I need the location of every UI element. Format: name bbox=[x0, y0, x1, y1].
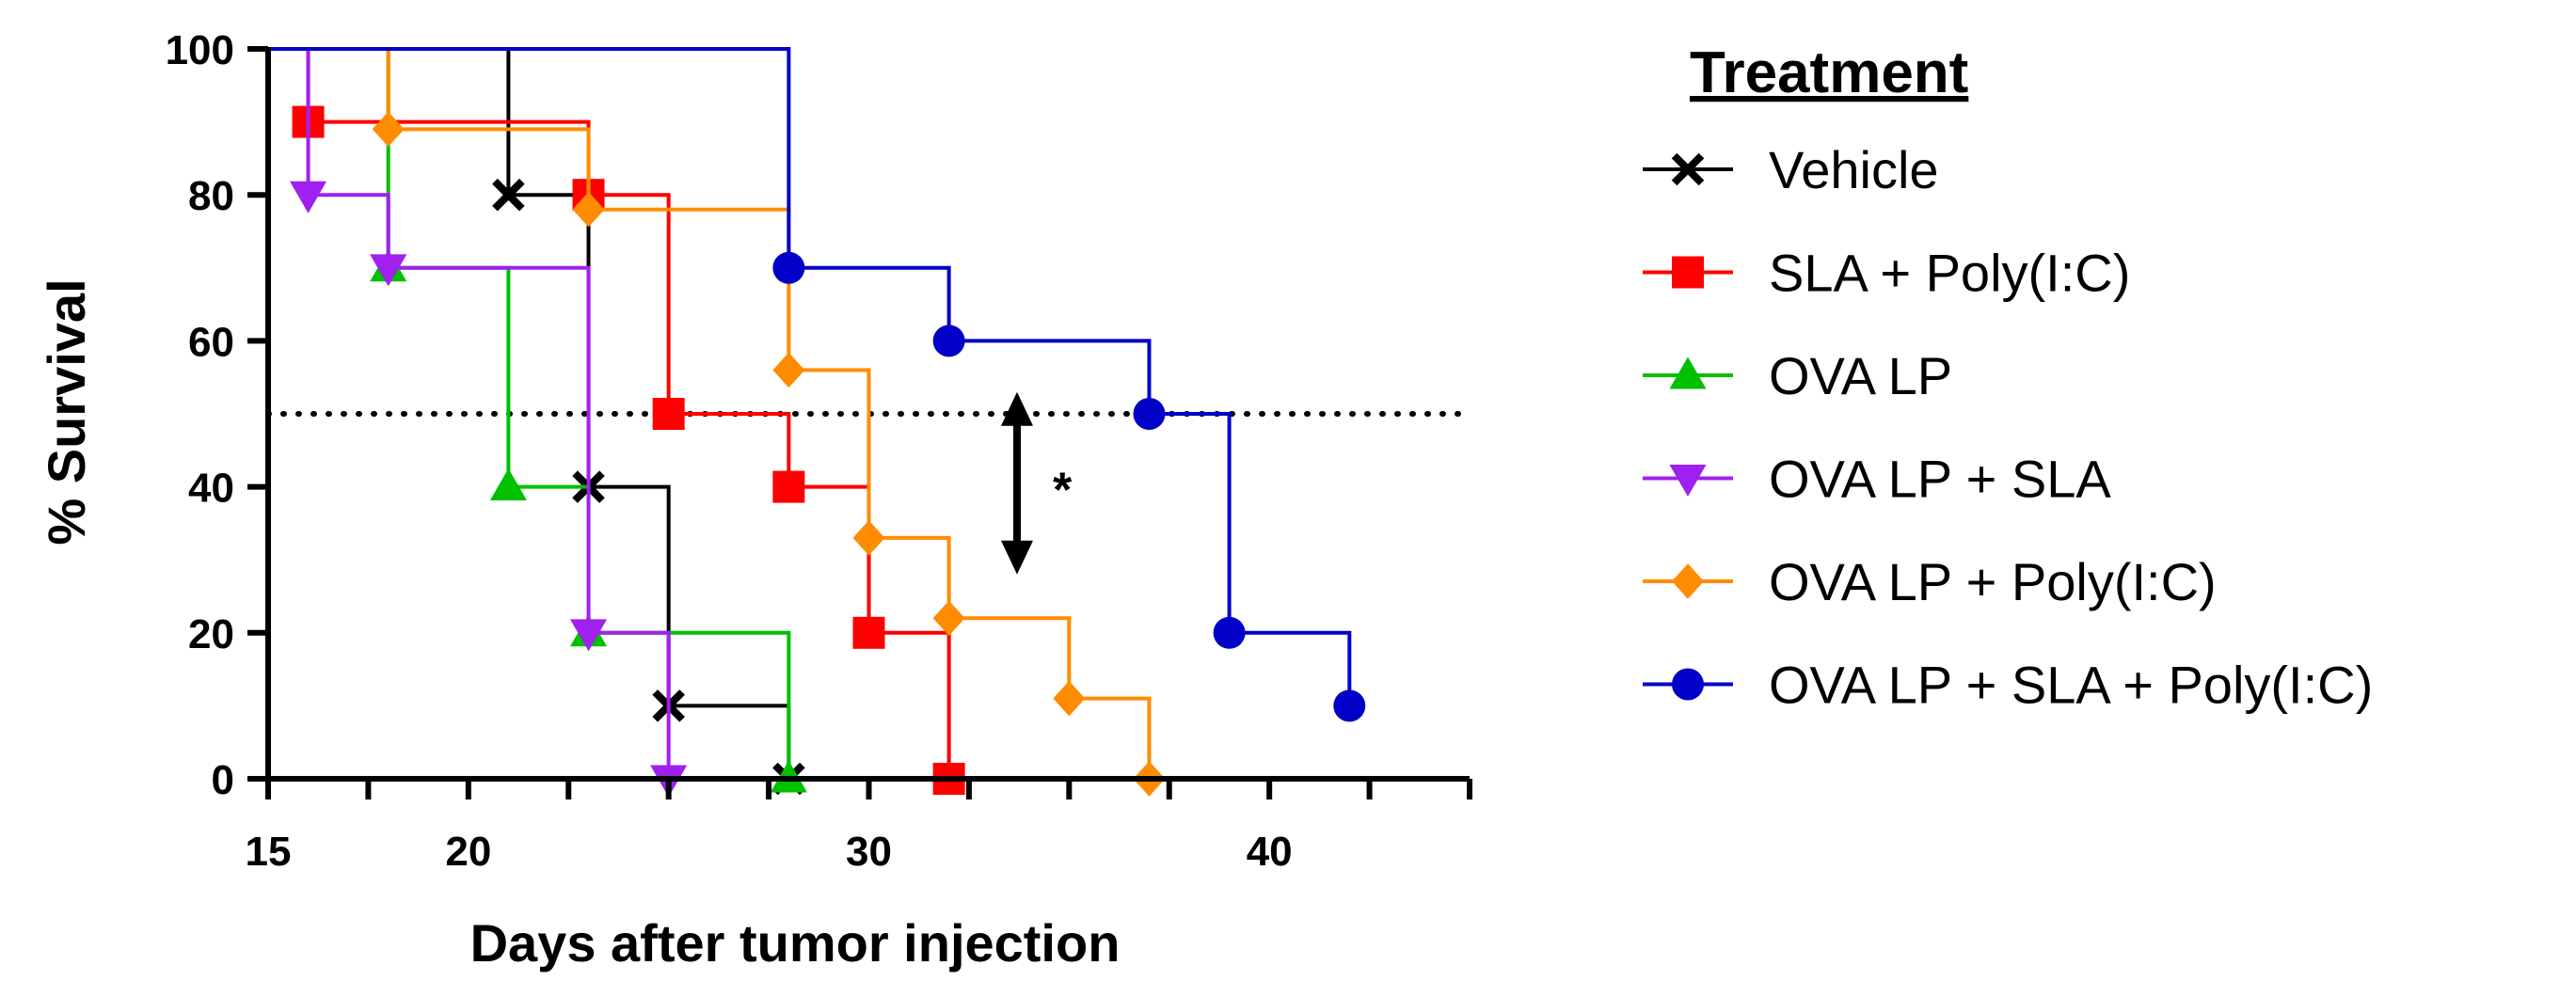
x-axis-title: Days after tumor injection bbox=[470, 913, 1121, 973]
y-axis-title: % Survival bbox=[37, 278, 96, 545]
legend-marker-5 bbox=[1672, 668, 1704, 701]
y-tick-label: 60 bbox=[188, 319, 234, 365]
y-tick-label: 80 bbox=[188, 173, 234, 219]
y-tick-label: 20 bbox=[188, 611, 234, 657]
legend-marker-4 bbox=[1672, 563, 1704, 599]
data-point-5-3 bbox=[1133, 398, 1166, 430]
plot-area: * bbox=[265, 47, 1472, 798]
x-tick-label: 20 bbox=[445, 829, 491, 875]
axes: 0 20 40 60 80 100 15 20 30 40 bbox=[166, 27, 1472, 875]
significance-arrow-head-up bbox=[1000, 391, 1033, 426]
legend-label-0: Vehicle bbox=[1769, 140, 1939, 199]
data-point-1-5 bbox=[852, 616, 885, 649]
x-tick-label: 30 bbox=[846, 829, 892, 875]
legend-marker-3 bbox=[1669, 465, 1707, 498]
x-tick-label: 15 bbox=[246, 829, 292, 875]
data-point-4-1 bbox=[372, 111, 405, 148]
series-line-1 bbox=[268, 47, 951, 779]
data-point-0-1-stroke bbox=[492, 178, 525, 212]
y-tick-label: 40 bbox=[188, 466, 234, 512]
data-point-4-3 bbox=[772, 352, 805, 388]
legend-marker-2 bbox=[1669, 356, 1707, 389]
data-point-4-6 bbox=[1053, 680, 1086, 717]
data-point-2-2 bbox=[489, 468, 527, 501]
data-point-5-2 bbox=[932, 324, 965, 357]
data-point-1-4 bbox=[772, 470, 805, 503]
data-point-3-2 bbox=[370, 254, 407, 287]
data-point-0-1 bbox=[492, 178, 525, 212]
data-point-1-3 bbox=[652, 398, 685, 430]
legend-label-5: OVA LP + SLA + Poly(I:C) bbox=[1769, 656, 2373, 715]
y-tick-label: 100 bbox=[166, 27, 234, 73]
legend-title: Treatment bbox=[1690, 40, 1968, 105]
legend-label-2: OVA LP bbox=[1769, 346, 1952, 405]
legend-label-4: OVA LP + Poly(I:C) bbox=[1769, 552, 2217, 611]
data-point-5-5 bbox=[1333, 689, 1366, 722]
data-point-5-4 bbox=[1213, 616, 1246, 649]
data-point-4-5 bbox=[932, 600, 965, 636]
legend-marker-1 bbox=[1672, 256, 1704, 289]
x-tick-label: 40 bbox=[1247, 829, 1293, 875]
data-point-5-1 bbox=[772, 251, 805, 284]
significance-asterisk: * bbox=[1053, 464, 1073, 518]
series-line-5 bbox=[268, 47, 1352, 706]
y-tick-label: 0 bbox=[212, 757, 234, 803]
data-point-3-1 bbox=[290, 181, 327, 214]
legend: Vehicle SLA + Poly(I:C) OVA LP OVA LP + SLA… bbox=[1643, 140, 2373, 715]
legend-label-3: OVA LP + SLA bbox=[1769, 450, 2111, 509]
significance-arrow-head-down bbox=[1000, 540, 1033, 575]
legend-label-1: SLA + Poly(I:C) bbox=[1769, 244, 2130, 303]
legend-marker-0 bbox=[1671, 152, 1705, 186]
data-point-4-4 bbox=[852, 520, 885, 556]
legend-marker-0-stroke bbox=[1671, 152, 1705, 186]
data-point-3-3 bbox=[569, 619, 608, 652]
data-point-4-2 bbox=[572, 192, 605, 228]
series-line-4 bbox=[268, 47, 1152, 779]
